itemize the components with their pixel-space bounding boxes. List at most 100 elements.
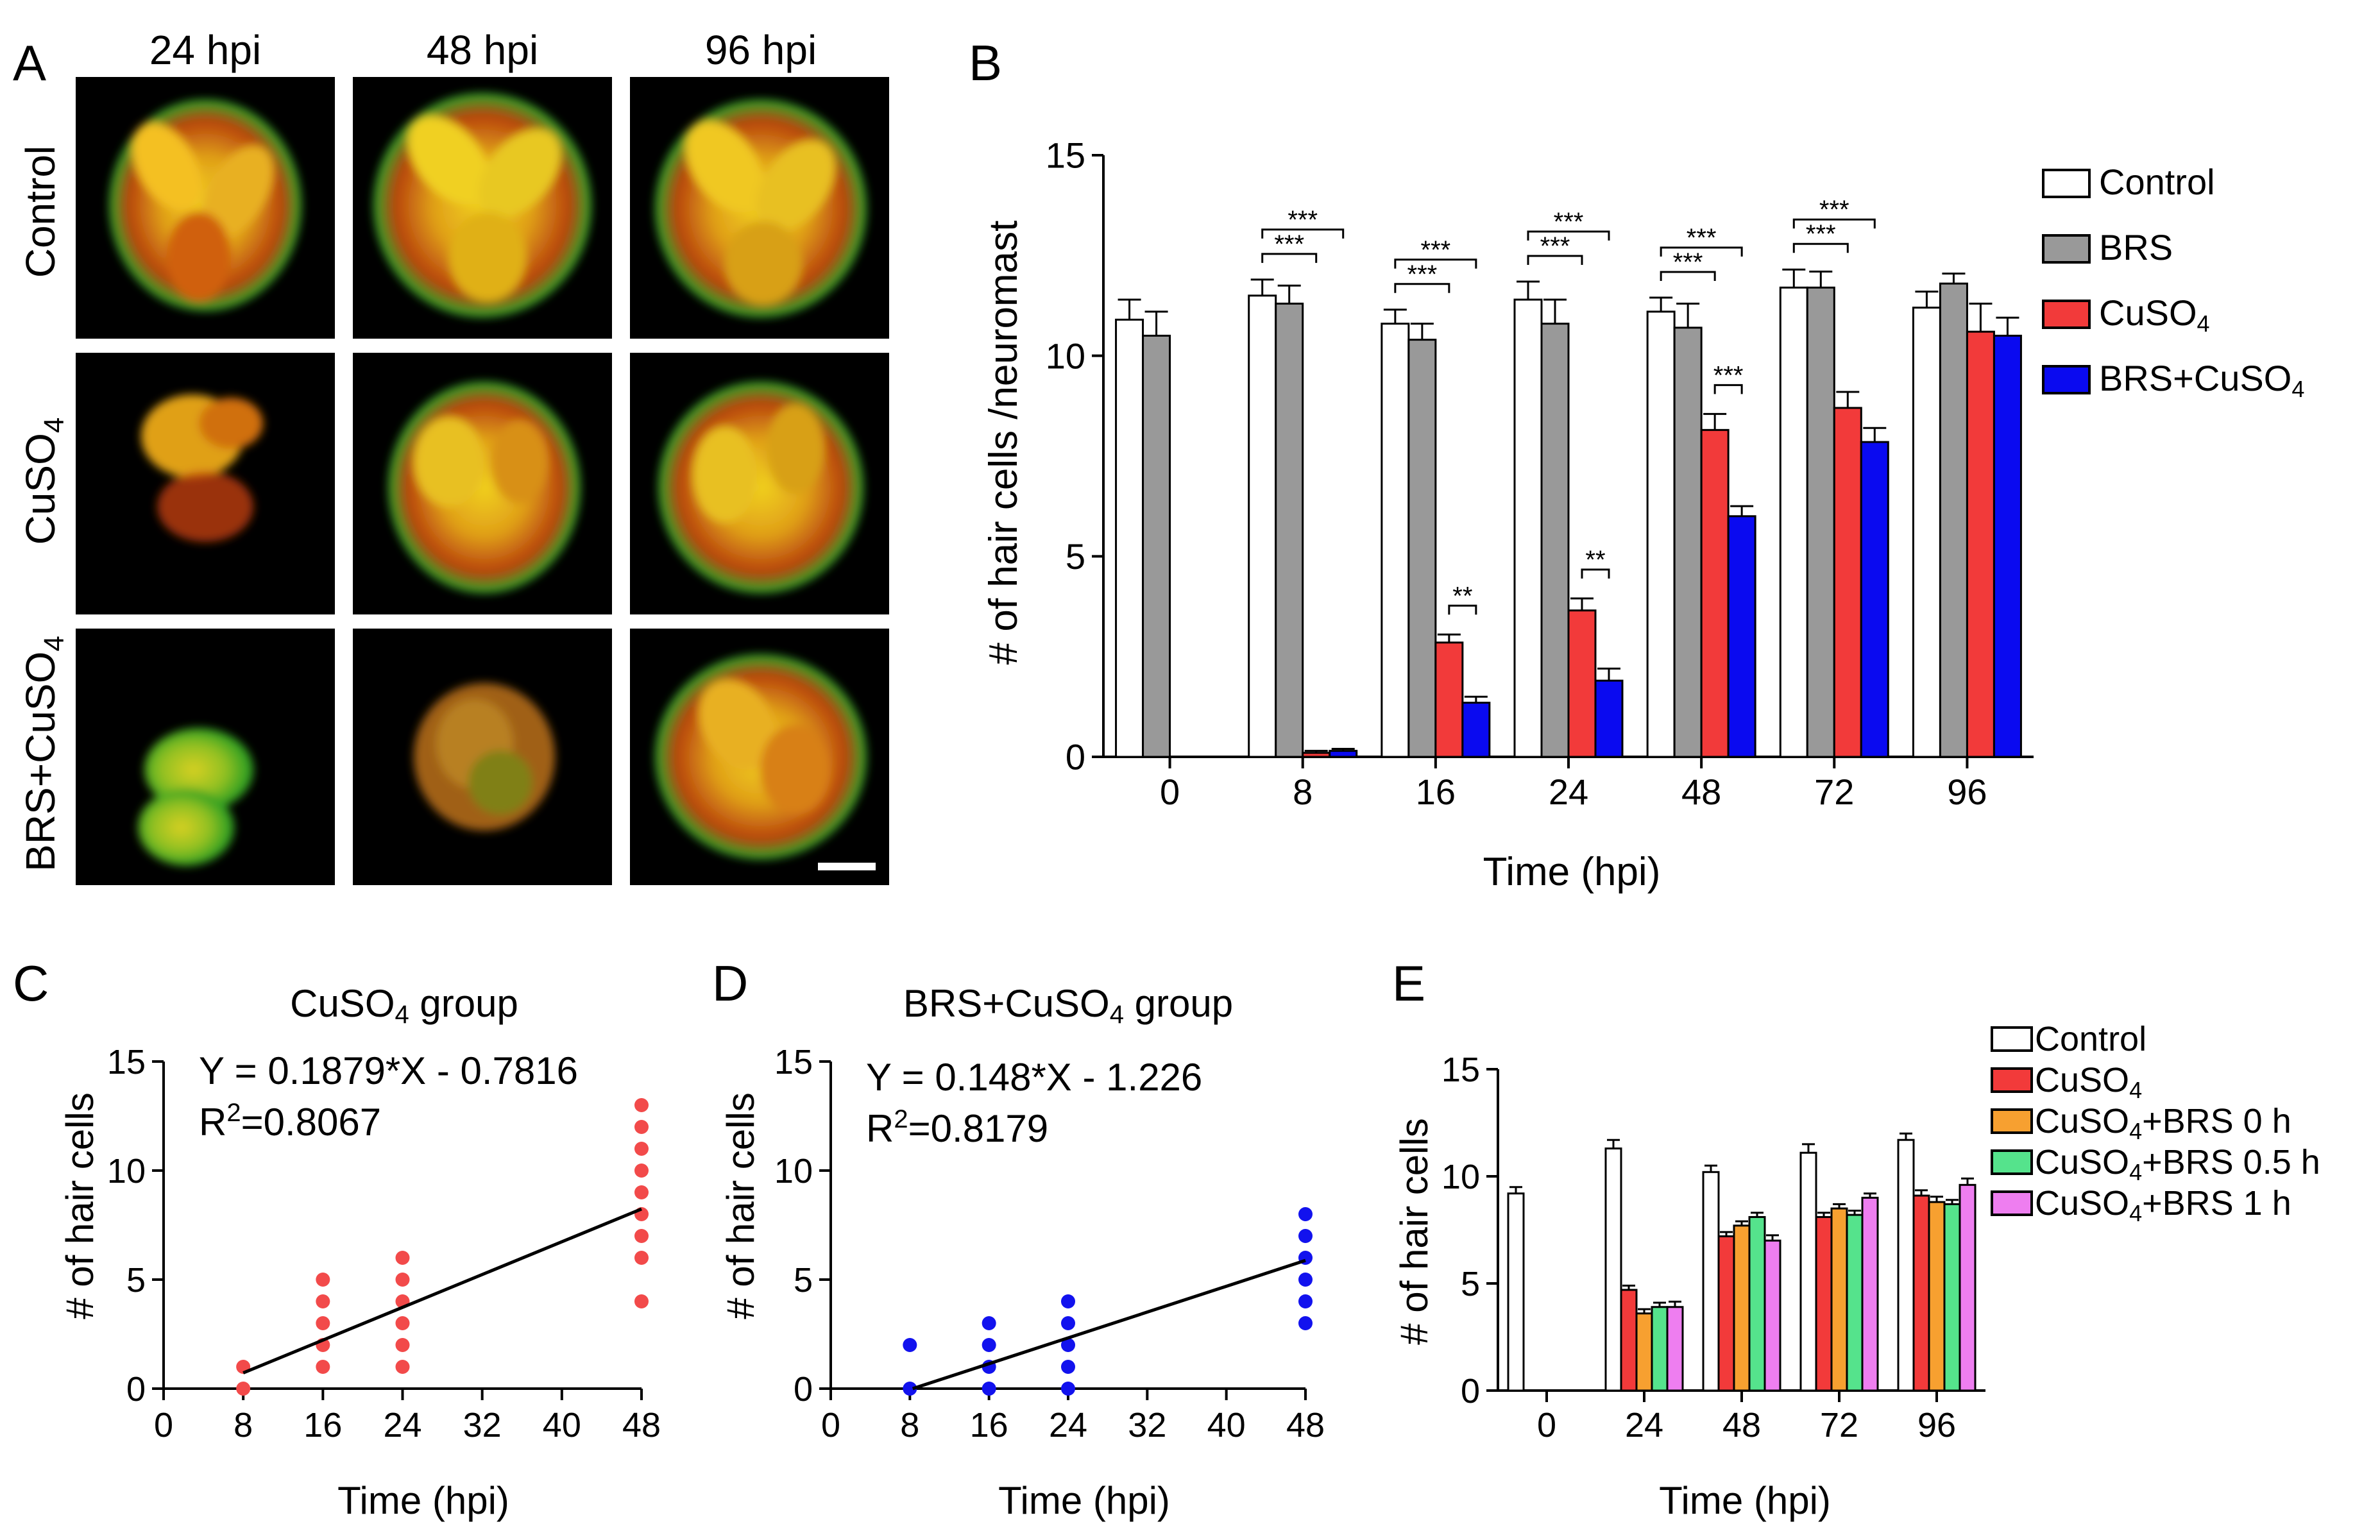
col-header-96: 96 hpi xyxy=(705,27,817,73)
panel-e-y-tick-label: 0 xyxy=(1461,1372,1480,1410)
panel-e-bar xyxy=(1912,1194,1930,1392)
panel-e-bar xyxy=(1507,1192,1525,1392)
panel-a-label: A xyxy=(13,35,46,91)
panel-c-y-tick-label: 0 xyxy=(126,1370,146,1409)
neuromast-control-96hpi xyxy=(655,99,867,317)
panel-b-significance-label: *** xyxy=(1407,260,1438,289)
panel-c-x-tick-label: 40 xyxy=(543,1406,581,1444)
panel-d-fit-line xyxy=(912,1258,1306,1391)
panel-d-title: BRS+CuSO4 group xyxy=(903,982,1233,1029)
panel-b-bar xyxy=(1329,750,1358,758)
panel-b-significance-label: *** xyxy=(1288,206,1318,234)
panel-e-legend-swatch xyxy=(1991,1067,2033,1093)
panel-d-y-tick-label: 5 xyxy=(794,1261,813,1299)
row-label-cuso4: CuSO4 xyxy=(17,418,70,545)
panel-c-fit-line xyxy=(242,1207,642,1375)
panel-e-bar xyxy=(1666,1306,1684,1392)
panel-e-x-axis-label: Time (hpi) xyxy=(1659,1479,1831,1522)
panel-c-x-tick-label: 0 xyxy=(154,1406,173,1444)
panel-c-data-point xyxy=(634,1185,649,1199)
panel-e-bar xyxy=(1733,1224,1751,1392)
panel-e-x-tick-label: 72 xyxy=(1820,1406,1858,1444)
panel-e-bar xyxy=(1702,1171,1720,1392)
panel-b-bar xyxy=(1567,609,1597,758)
panel-b-significance-label: ** xyxy=(1452,582,1472,610)
panel-e-legend-swatch xyxy=(1991,1149,2033,1175)
panel-d-data-point xyxy=(1061,1360,1075,1374)
panel-b-significance-label: *** xyxy=(1554,208,1584,236)
panel-c-y-axis-label: # of hair cells xyxy=(58,1092,101,1319)
panel-c-data-point xyxy=(634,1229,649,1243)
panel-c-title: CuSO4 group xyxy=(290,982,518,1029)
panel-d-data-point xyxy=(1298,1229,1313,1243)
panel-d-data-point xyxy=(1061,1382,1075,1396)
panel-c-x-tick-label: 8 xyxy=(234,1406,253,1444)
panel-e-bar xyxy=(1651,1306,1669,1392)
panel-d-equation: Y = 0.148*X - 1.226 xyxy=(866,1056,1202,1099)
col-header-48: 48 hpi xyxy=(427,27,538,73)
panel-b-bar xyxy=(1966,330,1995,758)
panel-b-significance-label: *** xyxy=(1421,236,1451,264)
micrograph-grid xyxy=(76,77,889,885)
panel-c-data-point xyxy=(634,1098,649,1112)
panel-b-bar xyxy=(1806,286,1835,758)
panel-b-bar xyxy=(1833,407,1862,758)
panel-d-r2: R2=0.8179 xyxy=(866,1105,1048,1150)
panel-c-x-tick-label: 16 xyxy=(303,1406,342,1444)
panel-b-legend-swatch xyxy=(2042,234,2091,264)
panel-b-significance: ************************************* xyxy=(1261,196,1876,615)
panel-b-legend: Control BRS CuSO4 BRS+CuSO4 xyxy=(2042,162,2304,402)
panel-e-x-tick-label: 24 xyxy=(1625,1406,1663,1444)
panel-c-plot xyxy=(236,1098,649,1396)
panel-d-plot xyxy=(903,1207,1313,1396)
panel-e-legend-label: CuSO4 xyxy=(2035,1061,2142,1103)
panel-e-bar xyxy=(1897,1138,1915,1392)
panel-e: E # of hair cells Time (hpi) 0 5 10 15 0 24 48… xyxy=(1392,955,2320,1522)
panel-b-significance-bracket xyxy=(1660,271,1716,281)
panel-c-data-point xyxy=(316,1294,330,1308)
panel-d-data-point xyxy=(1061,1338,1075,1352)
panel-b-bar xyxy=(1594,679,1624,758)
panel-b-legend-swatch xyxy=(2042,169,2091,198)
panel-a: A 24 hpi 48 hpi 96 hpi Control CuSO4 BRS… xyxy=(13,27,889,885)
panel-d-x-tick-label: 8 xyxy=(900,1406,919,1444)
panel-c-x-tick-label: 32 xyxy=(463,1406,502,1444)
panel-b-legend-label: Control xyxy=(2099,162,2215,202)
panel-c-data-point xyxy=(395,1251,410,1265)
panel-b-bar xyxy=(1302,752,1331,758)
panel-d-x-tick-label: 40 xyxy=(1207,1406,1246,1444)
panel-b-x-tick-label: 0 xyxy=(1160,772,1180,812)
panel-e-y-tick-label: 5 xyxy=(1461,1265,1480,1303)
panel-e-bar xyxy=(1748,1215,1766,1392)
panel-c-x-tick-label: 24 xyxy=(383,1406,421,1444)
panel-b-significance-bracket xyxy=(1713,384,1743,394)
panel-b-bar xyxy=(1142,334,1171,758)
neuromast-cuso4-96hpi xyxy=(658,382,863,593)
panel-d-data-point xyxy=(903,1338,917,1352)
panel-b-label: B xyxy=(969,35,1002,91)
panel-c-data-point xyxy=(395,1273,410,1287)
panel-e-legend-label: CuSO4+BRS 0 h xyxy=(2035,1102,2291,1144)
panel-b-bar xyxy=(1248,294,1277,758)
panel-d-y-axis-label: # of hair cells xyxy=(719,1092,762,1319)
panel-b-bar xyxy=(1434,641,1464,758)
panel-e-x-tick-label: 96 xyxy=(1917,1406,1956,1444)
panel-b-x-tick-label: 8 xyxy=(1293,772,1313,812)
panel-b-bar xyxy=(1912,307,1941,758)
panel-c: C CuSO4 group Y = 0.1879*X - 0.7816 R2=0… xyxy=(13,955,661,1522)
panel-b-significance-bracket xyxy=(1792,218,1876,229)
panel-b-significance-bracket xyxy=(1261,228,1345,239)
panel-c-x-tick-label: 48 xyxy=(622,1406,661,1444)
panel-d: D BRS+CuSO4 group Y = 0.148*X - 1.226 R2… xyxy=(712,955,1325,1522)
panel-b-x-tick-label: 96 xyxy=(1947,772,1987,812)
panel-b-x-tick-label: 16 xyxy=(1416,772,1456,812)
panel-e-bar xyxy=(1928,1201,1946,1392)
panel-b-bar xyxy=(1407,339,1437,758)
panel-d-data-point xyxy=(1061,1294,1075,1308)
panel-b-legend-swatch xyxy=(2042,365,2091,394)
panel-d-data-point xyxy=(903,1382,917,1396)
panel-b-significance-label: *** xyxy=(1819,196,1849,224)
panel-e-legend-label: CuSO4+BRS 1 h xyxy=(2035,1184,2291,1226)
panel-b-bar xyxy=(1673,326,1703,758)
